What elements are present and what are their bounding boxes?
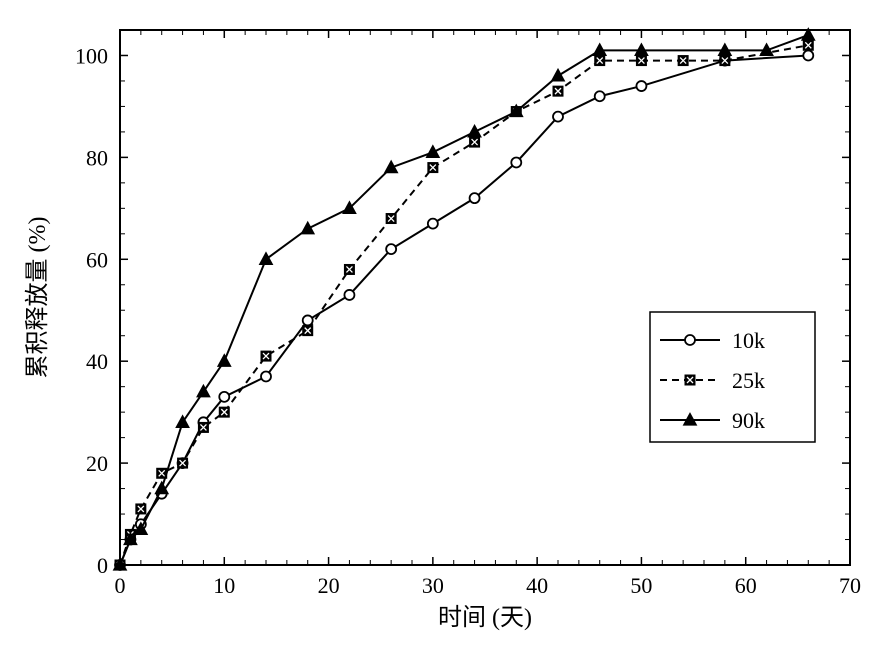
marker	[553, 86, 563, 96]
svg-text:40: 40	[86, 349, 108, 374]
series-25k	[115, 40, 813, 570]
svg-text:0: 0	[97, 553, 108, 578]
marker	[219, 392, 229, 402]
marker	[261, 351, 271, 361]
marker	[678, 56, 688, 66]
svg-text:70: 70	[839, 573, 861, 598]
marker	[386, 214, 396, 224]
marker	[551, 69, 564, 81]
marker	[636, 56, 646, 66]
legend-label: 90k	[732, 408, 765, 433]
marker	[198, 422, 208, 432]
marker	[595, 56, 605, 66]
marker	[303, 326, 313, 336]
svg-text:0: 0	[115, 573, 126, 598]
chart-svg: 0 10 20 30 40 50 60 70 0 20 40 60 80 100 时间 (天) 累积释放量 (…	[0, 0, 886, 663]
marker	[136, 504, 146, 514]
marker	[301, 222, 314, 234]
marker	[344, 264, 354, 274]
marker	[803, 40, 813, 50]
marker	[386, 244, 396, 254]
marker	[470, 193, 480, 203]
y-axis-label: 累积释放量 (%)	[24, 217, 51, 379]
marker	[178, 458, 188, 468]
legend-label: 10k	[732, 328, 765, 353]
svg-text:20: 20	[318, 573, 340, 598]
svg-text:30: 30	[422, 573, 444, 598]
svg-text:20: 20	[86, 451, 108, 476]
marker	[261, 371, 271, 381]
marker	[218, 354, 231, 366]
marker	[720, 56, 730, 66]
svg-text:时间 (天): 时间 (天)	[438, 604, 532, 631]
marker	[219, 407, 229, 417]
plot-frame	[120, 30, 850, 565]
svg-text:60: 60	[735, 573, 757, 598]
svg-text:10: 10	[213, 573, 235, 598]
svg-text:80: 80	[86, 145, 108, 170]
marker	[428, 219, 438, 229]
marker	[468, 125, 481, 137]
marker	[511, 157, 521, 167]
svg-text:50: 50	[630, 573, 652, 598]
marker	[685, 335, 695, 345]
marker	[259, 252, 272, 264]
marker	[636, 81, 646, 91]
legend-label: 25k	[732, 368, 765, 393]
marker	[344, 290, 354, 300]
svg-text:40: 40	[526, 573, 548, 598]
marker	[428, 163, 438, 173]
svg-text:100: 100	[75, 43, 108, 68]
series-90k	[113, 28, 814, 570]
svg-text:60: 60	[86, 247, 108, 272]
marker	[426, 145, 439, 157]
marker	[685, 375, 695, 385]
chart-container: 0 10 20 30 40 50 60 70 0 20 40 60 80 100 时间 (天) 累积释放量 (…	[0, 0, 886, 663]
marker	[803, 50, 813, 60]
series-10k	[115, 50, 813, 570]
marker	[595, 91, 605, 101]
marker	[470, 137, 480, 147]
marker	[553, 112, 563, 122]
